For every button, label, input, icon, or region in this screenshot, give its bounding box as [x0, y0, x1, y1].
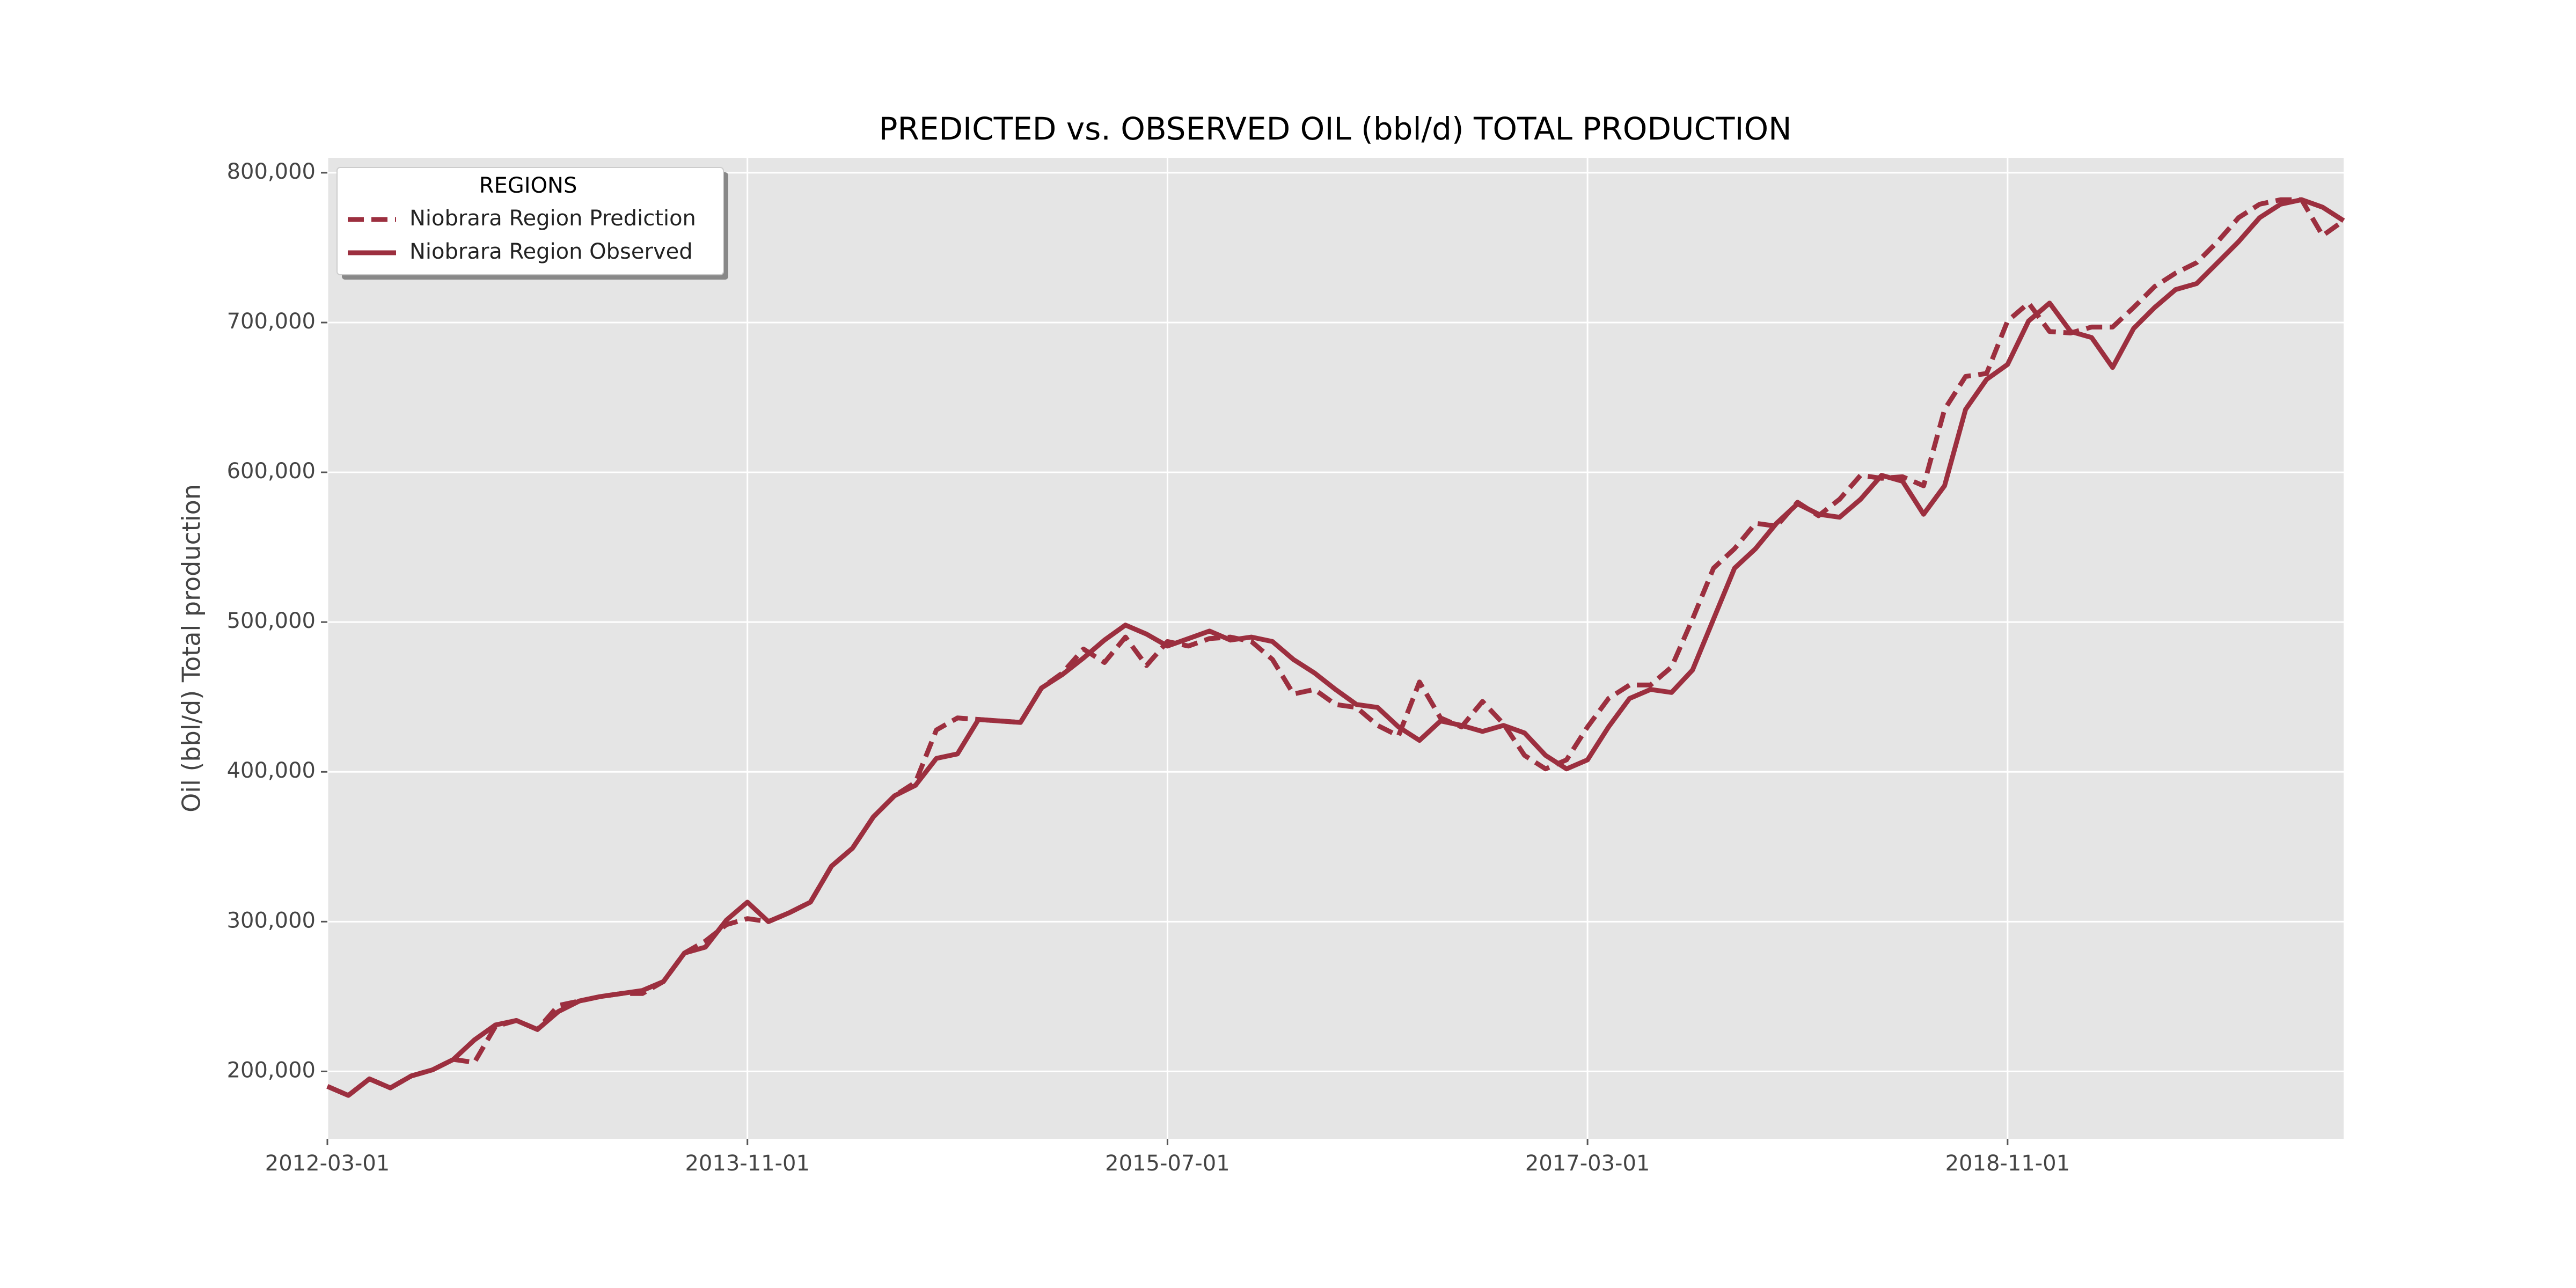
- series-line: [326, 197, 2345, 1098]
- legend-box: [336, 167, 724, 275]
- y-tick-label: 200,000: [227, 1058, 316, 1082]
- x-tick-label: 2012-03-01: [265, 1151, 390, 1176]
- chart-title: PREDICTED vs. OBSERVED OIL (bbl/d) TOTAL…: [879, 111, 1791, 147]
- legend-label: Niobrara Region Observed: [409, 239, 693, 264]
- x-tick-label: 2015-07-01: [1105, 1151, 1230, 1176]
- y-tick-label: 400,000: [227, 758, 316, 783]
- legend-title: REGIONS: [479, 173, 577, 198]
- x-tick-label: 2018-11-01: [1945, 1151, 2070, 1176]
- x-tick-label: 2017-03-01: [1525, 1151, 1650, 1176]
- y-axis-label: Oil (bbl/d) Total production: [177, 484, 206, 813]
- legend: REGIONS Niobrara Region Prediction Niobrar…: [336, 167, 728, 280]
- legend-label: Niobrara Region Prediction: [409, 206, 696, 231]
- lines: [326, 197, 2345, 1098]
- ticks: 200,000 300,000 400,000 500,000 600,000 700,0…: [227, 159, 2070, 1176]
- y-tick-label: 600,000: [227, 459, 316, 484]
- y-tick-label: 300,000: [227, 908, 316, 933]
- y-tick-label: 800,000: [227, 159, 316, 184]
- x-tick-label: 2013-11-01: [685, 1151, 809, 1176]
- y-tick-label: 700,000: [227, 309, 316, 334]
- y-tick-label: 500,000: [227, 609, 316, 633]
